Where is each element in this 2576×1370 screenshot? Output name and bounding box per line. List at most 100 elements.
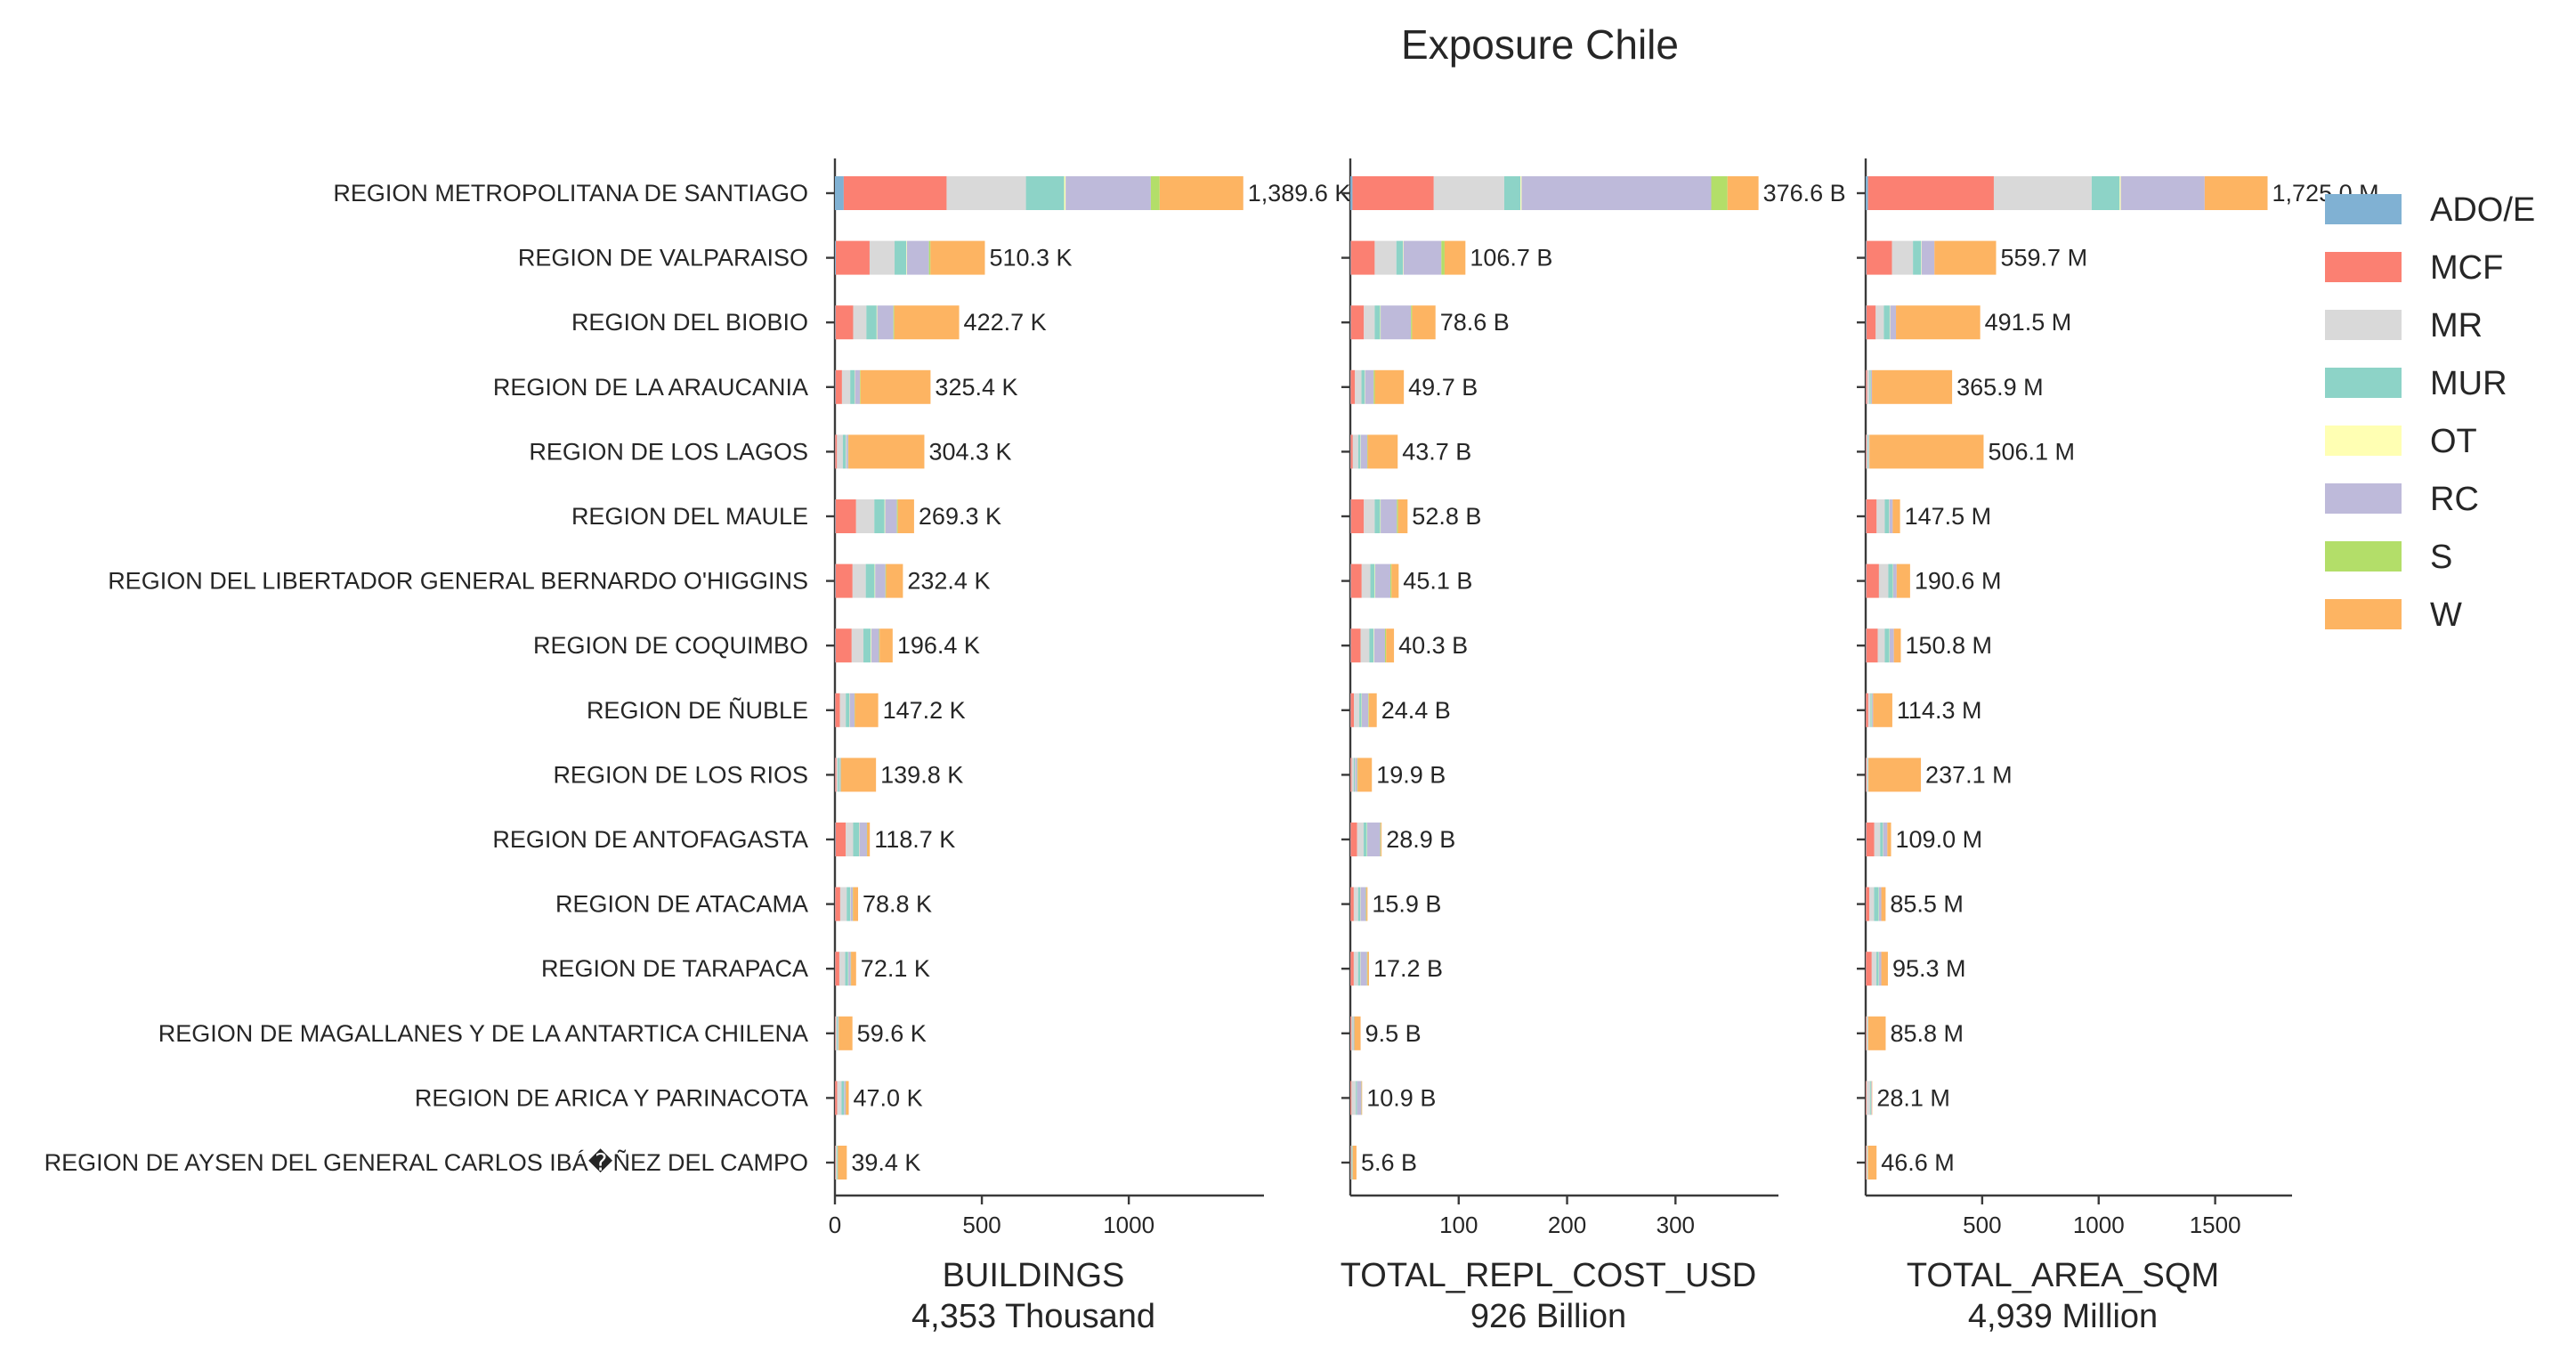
bar-segment-mr [1867,693,1871,727]
bar-total-label: 72.1 K [861,955,930,982]
bar-segment-ado-e [835,499,836,533]
bar-segment-w [1367,952,1369,986]
bar-segment-w [1867,1146,1877,1179]
bar-segment-mur [1880,823,1883,856]
bar-segment-ot [1380,305,1381,340]
bar-segment-s [1366,952,1368,986]
bar-segment-rc [848,952,851,986]
region-label-region-del-libertador-general-bernardo-o-higgins: REGION DEL LIBERTADOR GENERAL BERNARDO O… [108,568,808,595]
bar-segment-mur [838,758,839,792]
bar-segment-mcf [835,887,840,921]
bar-segment-mr [1353,952,1358,986]
bar-segment-ado-e [1350,563,1351,598]
bar-segment-ot [849,693,850,727]
bar-segment-rc [1890,305,1897,340]
bar-segment-ot [847,952,849,986]
bar-total-label: 52.8 B [1412,503,1481,530]
bar-segment-w [1366,887,1368,921]
region-label-region-de-atacama: REGION DE ATACAMA [555,891,808,918]
legend-label-mcf: MCF [2430,249,2503,287]
bar-segment-rc [1867,758,1869,792]
bar-segment-w [1391,563,1399,598]
bar-segment-mcf [1866,369,1867,404]
bar-segment-rc [1361,693,1369,727]
bar-segment-w [1367,434,1398,469]
bar-segment-rc [1403,240,1442,275]
bar-segment-rc [1353,1016,1355,1050]
bar-segment-ot [846,434,847,469]
bar-segment-mcf [1350,369,1356,404]
bar-segment-mur [863,628,871,663]
bar-segment-mr [1360,628,1370,663]
bar-segment-ado-e [1350,499,1351,533]
bar-segment-mcf [1866,1016,1867,1050]
bar-total-label: 9.5 B [1365,1020,1422,1047]
bar-segment-mr [1433,176,1504,210]
bar-segment-ado-e [1866,563,1867,598]
bar-segment-ot [838,758,840,792]
region-label-region-de-magallanes-y-de-la-antartica-chilena: REGION DE MAGALLANES Y DE LA ANTARTICA C… [158,1020,808,1047]
bar-segment-mr [1353,887,1358,921]
bar-segment-ado-e [835,693,836,727]
bar-segment-mr [1877,628,1885,663]
bar-segment-mr [1351,1081,1357,1115]
bar-segment-w [1896,563,1910,598]
bar-segment-w [1868,758,1922,792]
bar-segment-ot [1366,823,1368,856]
bar-segment-mur [1913,240,1922,275]
bar-segment-rc [1889,499,1893,533]
bar-segment-w [897,499,914,533]
bar-segment-ot [2119,176,2121,210]
bar-segment-ot [1403,240,1404,275]
bar-segment-w [1444,240,1466,275]
bar-segment-mr [855,499,875,533]
region-label-region-de-uble: REGION DE ÑUBLE [587,696,808,724]
bar-segment-ado-e [1350,369,1351,404]
x-axis-label: BUILDINGS [943,1257,1125,1294]
bar-segment-s [847,434,849,469]
bar-segment-mr [837,434,843,469]
bar-segment-rc [1868,434,1870,469]
legend-label-w: W [2430,596,2462,634]
bar-segment-ado-e [835,369,836,404]
bar-segment-mr [1876,499,1885,533]
legend-swatch-ot [2325,426,2402,456]
bar-segment-mur [1867,758,1868,792]
bar-total-label: 304.3 K [928,438,1011,465]
bar-segment-ot [1889,499,1890,533]
bar-segment-w [1892,499,1900,533]
bar-total-label: 118.7 K [874,826,955,853]
bar-segment-mcf [1866,434,1867,469]
bar-segment-s [1390,563,1392,598]
bar-segment-w [838,1016,853,1050]
bar-segment-rc [1367,823,1381,856]
bar-segment-mur [895,240,907,275]
region-label-region-de-antofagasta: REGION DE ANTOFAGASTA [492,826,808,853]
bar-segment-rc [1365,369,1374,404]
bar-segment-mr [1866,1081,1870,1115]
bar-segment-rc [2120,176,2205,210]
bar-total-label: 28.9 B [1386,826,1455,853]
bar-segment-mr [838,952,846,986]
bar-segment-mr [836,758,838,792]
bar-segment-w [853,887,859,921]
bar-segment-mcf [1352,176,1434,210]
panel-buildings: 0 500 1000 1,389.6 K 510.3 K 422.7 K 325.4 K 30… [826,158,1350,1335]
bar-segment-rc [1355,758,1357,792]
bar-segment-rc [1521,176,1712,210]
bar-total-label: 150.8 M [1905,632,1992,659]
bar-segment-ado-e [1350,823,1351,856]
bar-segment-s [879,628,880,663]
bar-segment-ot [1374,563,1376,598]
bar-segment-w [1357,758,1373,792]
bar-segment-ot [1878,952,1880,986]
bar-total-label: 232.4 K [907,568,990,595]
bar-segment-ot [906,240,907,275]
bar-segment-ot [859,823,860,856]
bar-segment-mr [1891,240,1914,275]
bar-segment-mcf [1866,758,1867,792]
bar-segment-w [846,1081,849,1115]
bar-segment-mur [1370,563,1375,598]
bar-segment-w [1893,628,1901,663]
